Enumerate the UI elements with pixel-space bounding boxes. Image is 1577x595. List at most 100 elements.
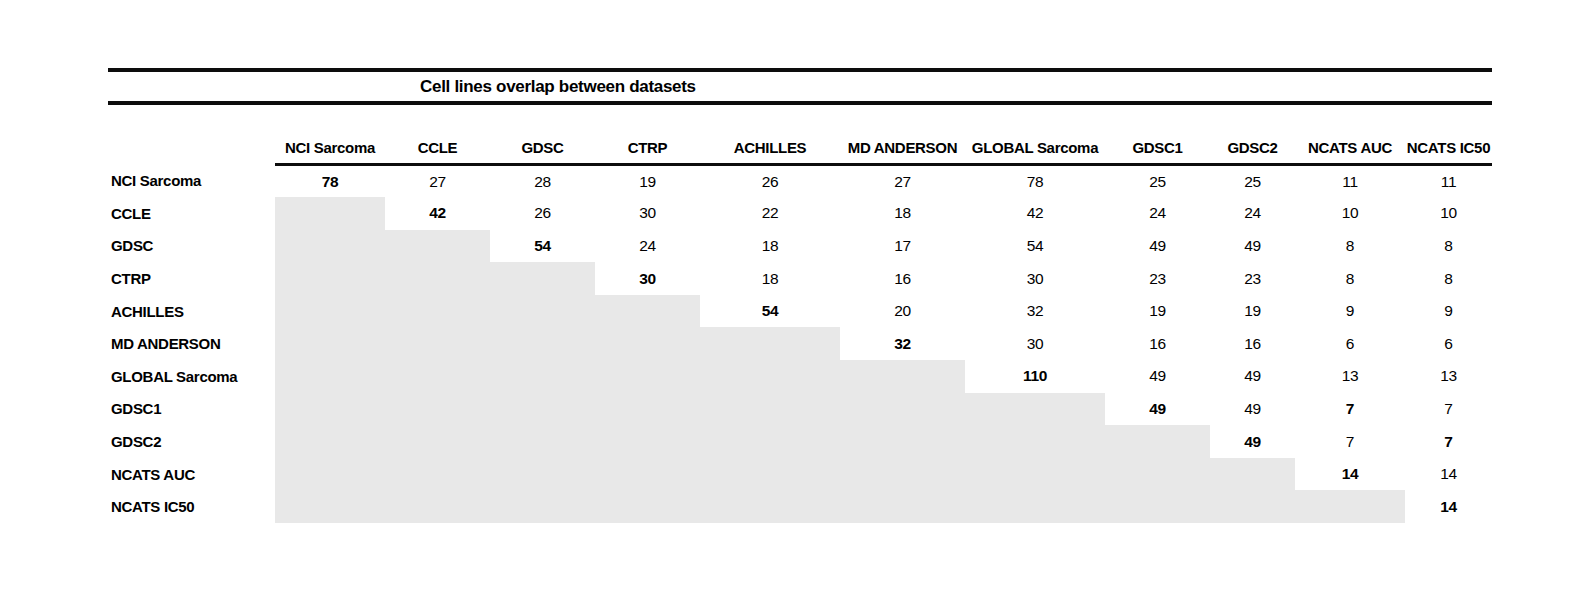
overlap-cell: 8 <box>1405 262 1492 295</box>
shaded-cell <box>965 425 1105 458</box>
column-header-ctrp: CTRP <box>595 132 700 165</box>
shaded-cell <box>275 197 385 230</box>
diagonal-cell-ncats-auc: 14 <box>1295 458 1405 491</box>
shaded-cell <box>385 295 490 328</box>
shaded-cell <box>840 490 965 523</box>
column-header-gdsc1: GDSC1 <box>1105 132 1210 165</box>
shaded-cell <box>275 458 385 491</box>
shaded-cell <box>275 360 385 393</box>
shaded-cell <box>840 393 965 426</box>
overlap-cell: 28 <box>490 165 595 198</box>
row-label-md-anderson: MD ANDERSON <box>108 327 275 360</box>
overlap-cell: 11 <box>1295 165 1405 198</box>
overlap-cell: 9 <box>1295 295 1405 328</box>
overlap-cell: 16 <box>1105 327 1210 360</box>
diagonal-cell-gdsc: 54 <box>490 230 595 263</box>
overlap-cell: 18 <box>840 197 965 230</box>
shaded-cell <box>1210 490 1295 523</box>
row-label-ctrp: CTRP <box>108 262 275 295</box>
shaded-cell <box>595 360 700 393</box>
shaded-cell <box>275 490 385 523</box>
overlap-cell: 23 <box>1105 262 1210 295</box>
overlap-cell: 30 <box>965 262 1105 295</box>
overlap-cell: 18 <box>700 230 840 263</box>
column-header-ccle: CCLE <box>385 132 490 165</box>
column-header-gdsc2: GDSC2 <box>1210 132 1295 165</box>
overlap-cell: 8 <box>1295 230 1405 263</box>
shaded-cell <box>840 425 965 458</box>
overlap-cell: 18 <box>700 262 840 295</box>
shaded-cell <box>595 490 700 523</box>
overlap-cell: 49 <box>1210 230 1295 263</box>
row-label-gdsc2: GDSC2 <box>108 425 275 458</box>
overlap-cell: 49 <box>1210 360 1295 393</box>
table-row-md-anderson: MD ANDERSON3230161666 <box>108 327 1492 360</box>
shaded-cell <box>275 425 385 458</box>
column-header-gdsc: GDSC <box>490 132 595 165</box>
row-label-gdsc1: GDSC1 <box>108 393 275 426</box>
table-row-global-sarcoma: GLOBAL Sarcoma11049491313 <box>108 360 1492 393</box>
row-label-ccle: CCLE <box>108 197 275 230</box>
shaded-cell <box>1105 425 1210 458</box>
overlap-cell: 26 <box>490 197 595 230</box>
shaded-cell <box>1210 458 1295 491</box>
column-header-achilles: ACHILLES <box>700 132 840 165</box>
shaded-cell <box>965 393 1105 426</box>
overlap-cell: 30 <box>965 327 1105 360</box>
shaded-cell <box>700 360 840 393</box>
overlap-cell: 9 <box>1405 295 1492 328</box>
shaded-cell <box>385 393 490 426</box>
overlap-cell: 19 <box>1210 295 1295 328</box>
overlap-cell: 16 <box>1210 327 1295 360</box>
overlap-cell: 10 <box>1405 197 1492 230</box>
shaded-cell <box>385 490 490 523</box>
title-underline-rule <box>108 101 1492 105</box>
overlap-cell: 6 <box>1405 327 1492 360</box>
table-row-ncats-auc: NCATS AUC1414 <box>108 458 1492 491</box>
overlap-cell: 14 <box>1405 458 1492 491</box>
overlap-cell: 49 <box>1210 393 1295 426</box>
shaded-cell <box>1295 490 1405 523</box>
shaded-cell <box>965 458 1105 491</box>
row-label-gdsc: GDSC <box>108 230 275 263</box>
column-header-global-sarcoma: GLOBAL Sarcoma <box>965 132 1105 165</box>
shaded-cell <box>1105 458 1210 491</box>
overlap-cell: 13 <box>1295 360 1405 393</box>
diagonal-cell-ncats-ic50: 14 <box>1405 490 1492 523</box>
overlap-cell: 7 <box>1295 393 1405 426</box>
shaded-cell <box>700 458 840 491</box>
overlap-cell: 7 <box>1295 425 1405 458</box>
overlap-cell: 25 <box>1210 165 1295 198</box>
column-header-md-anderson: MD ANDERSON <box>840 132 965 165</box>
table-row-nci-sarcoma: NCI Sarcoma7827281926277825251111 <box>108 165 1492 198</box>
table-row-gdsc2: GDSC24977 <box>108 425 1492 458</box>
shaded-cell <box>700 393 840 426</box>
table-row-ctrp: CTRP30181630232388 <box>108 262 1492 295</box>
shaded-cell <box>385 360 490 393</box>
overlap-cell: 19 <box>595 165 700 198</box>
overlap-cell: 22 <box>700 197 840 230</box>
shaded-cell <box>490 360 595 393</box>
shaded-cell <box>840 360 965 393</box>
shaded-cell <box>700 490 840 523</box>
table-title: Cell lines overlap between datasets <box>420 72 696 101</box>
column-header-ncats-ic50: NCATS IC50 <box>1405 132 1492 165</box>
overlap-cell: 54 <box>965 230 1105 263</box>
diagonal-cell-global-sarcoma: 110 <box>965 360 1105 393</box>
overlap-cell: 25 <box>1105 165 1210 198</box>
overlap-cell: 27 <box>385 165 490 198</box>
overlap-cell: 8 <box>1295 262 1405 295</box>
table-row-gdsc1: GDSC1494977 <box>108 393 1492 426</box>
column-header-nci-sarcoma: NCI Sarcoma <box>275 132 385 165</box>
shaded-cell <box>490 425 595 458</box>
shaded-cell <box>700 425 840 458</box>
overlap-table-figure: Cell lines overlap between datasets NCI … <box>0 0 1577 595</box>
shaded-cell <box>385 425 490 458</box>
shaded-cell <box>275 262 385 295</box>
shaded-cell <box>700 327 840 360</box>
overlap-matrix-table: NCI SarcomaCCLEGDSCCTRPACHILLESMD ANDERS… <box>108 132 1492 523</box>
overlap-cell: 26 <box>700 165 840 198</box>
overlap-cell: 8 <box>1405 230 1492 263</box>
table-row-ncats-ic50: NCATS IC5014 <box>108 490 1492 523</box>
shaded-cell <box>275 295 385 328</box>
